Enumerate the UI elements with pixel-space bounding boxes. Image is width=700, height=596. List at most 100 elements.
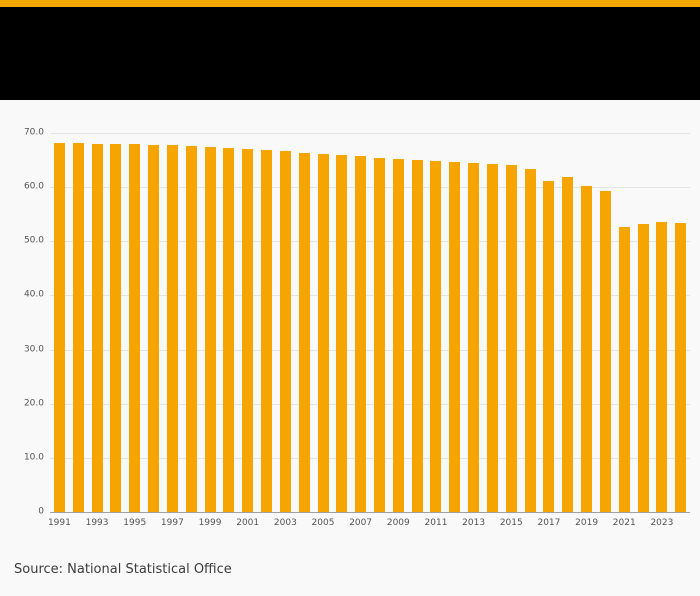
y-axis-tick-label: 60.0	[23, 181, 44, 192]
bar	[581, 185, 593, 512]
bar	[242, 149, 254, 512]
bar-slot	[445, 133, 464, 512]
bar	[261, 149, 273, 512]
bar-slot	[295, 133, 314, 512]
x-axis-tick-label: 2005	[311, 518, 335, 528]
y-axis-tick-label: 30.0	[23, 344, 44, 355]
x-axis-tick-label: 1993	[85, 518, 109, 528]
bar	[204, 147, 216, 512]
bar-slot	[370, 133, 389, 512]
brand-accent-bar	[0, 0, 700, 7]
x-axis-tick-label: 1997	[160, 518, 184, 528]
bar	[91, 143, 103, 512]
bar	[223, 148, 235, 512]
x-axis-tick-label: 2003	[273, 518, 297, 528]
bar	[486, 163, 498, 512]
bar-slot	[219, 133, 238, 512]
bar-slot	[69, 133, 88, 512]
bar-slot	[144, 133, 163, 512]
bar	[562, 177, 574, 512]
bar-slot: 1995	[123, 133, 146, 528]
bar-slot	[408, 133, 427, 512]
plot-area: 0 10.0 20.0 30.0 40.0 50.0 60.0 70.0 1991 1993 199…	[24, 128, 690, 528]
bar	[166, 145, 178, 512]
y-axis-tick-label: 50.0	[23, 235, 44, 246]
x-axis-tick-label: 2015	[499, 518, 523, 528]
bar	[468, 162, 480, 512]
bar	[618, 227, 630, 512]
source-text: Source: National Statistical Office	[14, 562, 232, 577]
bar-slot	[558, 133, 577, 512]
y-axis-tick-label: 0	[38, 506, 44, 517]
bar-slot: 1997	[161, 133, 184, 528]
bar-slot: 2013	[462, 133, 485, 528]
bar-slot	[483, 133, 502, 512]
bar	[392, 159, 404, 512]
bar-chart: 0 10.0 20.0 30.0 40.0 50.0 60.0 70.0 1991 1993 199…	[0, 100, 700, 546]
bar	[129, 144, 141, 512]
bar	[298, 153, 310, 512]
bar-slot: 2023	[650, 133, 673, 528]
bar-slot: 1999	[199, 133, 221, 528]
y-axis-tick-label: 40.0	[23, 289, 44, 300]
bar	[317, 154, 329, 512]
bar-slot	[521, 133, 540, 512]
chart-header-banner	[0, 7, 700, 100]
gridline	[50, 403, 690, 405]
bar	[656, 222, 668, 512]
bar	[411, 160, 423, 512]
x-axis-tick-label: 2017	[537, 518, 561, 528]
bar-slot: 2021	[613, 133, 636, 528]
bar-slot: 2005	[312, 133, 334, 528]
x-axis-tick-label: 2011	[424, 518, 448, 528]
y-axis-tick-label: 70.0	[23, 127, 44, 138]
x-axis-tick-label: 1995	[123, 518, 147, 528]
bar-slot: 1991	[48, 133, 71, 528]
x-axis-tick-label: 2023	[650, 518, 674, 528]
x-axis-tick-label: 2021	[612, 518, 636, 528]
gridline	[50, 241, 690, 243]
bar-slot	[106, 133, 125, 512]
bar-slot: 1993	[86, 133, 109, 528]
bar	[675, 223, 687, 512]
bar-slot: 2015	[500, 133, 523, 528]
x-axis-tick-label: 2009	[386, 518, 410, 528]
y-axis-tick-label: 10.0	[23, 452, 44, 463]
bar	[336, 155, 348, 512]
bar	[53, 142, 65, 512]
bar-slot: 2001	[236, 133, 259, 528]
bar-slot	[182, 133, 201, 512]
bar	[72, 143, 84, 512]
bar	[373, 157, 385, 512]
gridline	[50, 457, 690, 459]
bar	[449, 161, 461, 512]
bar-slot: 2003	[274, 133, 297, 528]
bars-row: 1991 1993 1995 1997 1999 2001 2003 2005 2007 2009…	[48, 133, 690, 528]
gridline	[50, 349, 690, 351]
bar	[430, 161, 442, 512]
bar-slot: 2019	[575, 133, 598, 528]
gridline	[50, 295, 690, 297]
x-axis-tick-label: 1999	[198, 518, 222, 528]
bar-slot: 2011	[425, 133, 447, 528]
bar	[279, 151, 291, 512]
bar	[185, 146, 197, 512]
bar	[110, 144, 122, 512]
bar-slot: 2009	[387, 133, 410, 528]
bar	[505, 164, 517, 512]
bar-slot	[332, 133, 351, 512]
bar	[148, 144, 160, 512]
bar	[524, 169, 536, 512]
bar	[599, 191, 611, 512]
bar	[543, 180, 555, 512]
gridline	[50, 512, 690, 513]
bar	[637, 223, 649, 512]
bar-slot	[671, 133, 690, 512]
x-axis-tick-label: 1991	[47, 518, 71, 528]
bar	[355, 156, 367, 512]
gridline	[50, 187, 690, 189]
x-axis-tick-label: 2001	[236, 518, 260, 528]
bar-slot	[596, 133, 615, 512]
bar-slot: 2007	[349, 133, 372, 528]
x-axis-tick-label: 2019	[575, 518, 599, 528]
